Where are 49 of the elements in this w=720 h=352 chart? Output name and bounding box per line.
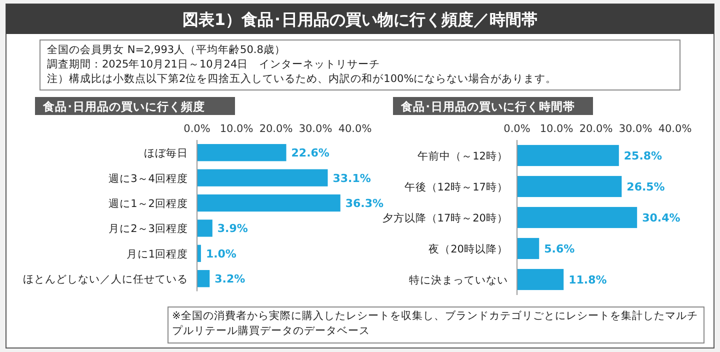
data-label: 11.8% (568, 274, 607, 286)
x-tick-label: 30.0% (618, 123, 652, 135)
data-label: 3.2% (214, 272, 246, 286)
text: ※全国の消費者から実際に購入したレシートを収集し、ブランドカテゴリごとにレシートを集計したマルチプルリテール購買データのデータベース (172, 309, 699, 339)
text: 調査期間：2025年10月21日～10月24日 インターネットリサーチ (47, 58, 380, 70)
data-label: 36.3% (345, 197, 384, 210)
y-tick-label: 週に1～2回程度 (108, 197, 188, 210)
x-tick-label: 20.0% (259, 123, 293, 135)
bar (197, 270, 210, 288)
y-tick-label: 夜（20時以降） (428, 242, 508, 256)
x-tick-label: 30.0% (298, 123, 332, 135)
y-tick-label: 特に決まっていない (409, 274, 508, 286)
bar (517, 268, 564, 290)
data-label: 5.6% (544, 242, 575, 256)
chart-subtitle: 食品･日用品の買いに行く頻度 (42, 100, 205, 114)
data-label: 30.4% (642, 212, 680, 224)
bar (517, 206, 638, 228)
x-tick-label: 40.0% (658, 123, 692, 135)
data-label: 33.1% (332, 172, 371, 185)
text: 全国の会員男女 N=2,993人（平均年齢50.8歳） (47, 43, 286, 56)
bar (197, 220, 212, 237)
chart-title: 食品･日用品の買いに行く時間帯 (400, 100, 575, 114)
y-tick-label: 夕方以降（17時～20時） (382, 212, 508, 224)
y-tick-label: 月に2～3回程度 (108, 222, 188, 236)
y-tick-label: ほぼ毎日 (144, 148, 188, 160)
x-tick-label: 0.0% (184, 123, 210, 135)
x-tick-label: 20.0% (579, 123, 613, 135)
bar (517, 238, 540, 260)
y-tick-label: 午後（12時～17時） (404, 180, 508, 194)
data-label: 25.8% (624, 150, 662, 162)
bar (197, 169, 328, 186)
y-tick-label: 週に3～4回程度 (108, 172, 188, 185)
bar (197, 144, 286, 162)
data-label: 26.5% (626, 180, 665, 194)
bar (197, 194, 340, 212)
bar (517, 144, 619, 166)
x-tick-label: 0.0% (504, 123, 530, 135)
x-tick-label: 40.0% (338, 123, 372, 135)
y-tick-label: 月に1回程度 (126, 247, 188, 260)
data-label: 22.6% (291, 146, 330, 160)
y-tick-label: 午前中（～12時） (418, 150, 508, 162)
text: 注）構成比は小数点以下第2位を四捨五入しているため、内訳の和が100%にならない場合があります。 (47, 72, 557, 85)
chart-title: 図表1）食品･日用品の買い物に行く頻度／時間帯 (182, 10, 538, 29)
data-label: 1.0% (206, 247, 236, 260)
y-tick-label: ほとんどしない／人に任せている (23, 274, 188, 286)
x-tick-label: 10.0% (540, 123, 574, 135)
bar (517, 176, 622, 198)
x-tick-label: 10.0% (220, 123, 254, 135)
data-label: 3.9% (217, 222, 248, 236)
